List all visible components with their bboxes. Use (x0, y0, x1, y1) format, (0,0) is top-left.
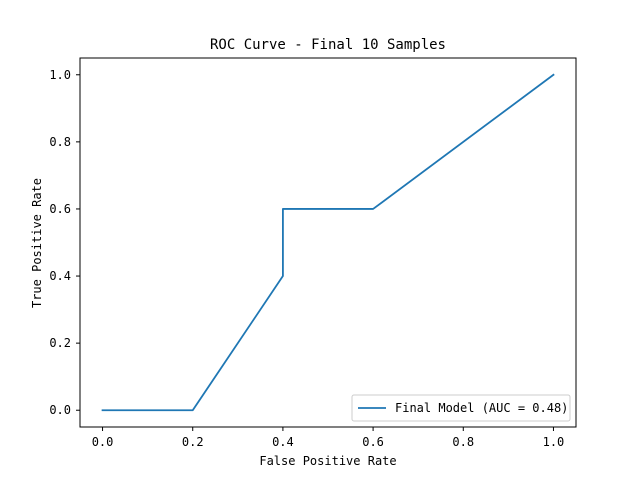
chart-title: ROC Curve - Final 10 Samples (210, 37, 446, 53)
plot-area: 0.0 0.2 0.4 0.6 0.8 1.0 0.0 0.2 0.4 0.6 0.8 1.0 (49, 57, 577, 449)
x-tick-label: 0.0 (92, 435, 114, 449)
x-tick-label: 0.2 (182, 435, 204, 449)
plot-frame (79, 57, 577, 428)
y-tick-label: 0.8 (49, 135, 71, 149)
y-tick-label: 0.4 (49, 269, 71, 283)
series-line-0 (101, 73, 555, 412)
x-tick-label: 1.0 (543, 435, 565, 449)
y-axis-label: True Positive Rate (30, 178, 44, 308)
x-tick-label: 0.8 (452, 435, 474, 449)
y-tick-label: 0.6 (49, 202, 71, 216)
legend-box (351, 394, 571, 422)
legend-entry: Final Model (AUC = 0.48) (395, 401, 568, 415)
y-tick-label: 0.2 (49, 336, 71, 350)
x-axis-label: False Positive Rate (259, 454, 396, 468)
x-tick-label: 0.6 (362, 435, 384, 449)
x-tick-label: 0.4 (272, 435, 294, 449)
legend: Final Model (AUC = 0.48) (351, 394, 571, 422)
y-tick-label: 1.0 (49, 68, 71, 82)
y-tick-label: 0.0 (49, 403, 71, 417)
